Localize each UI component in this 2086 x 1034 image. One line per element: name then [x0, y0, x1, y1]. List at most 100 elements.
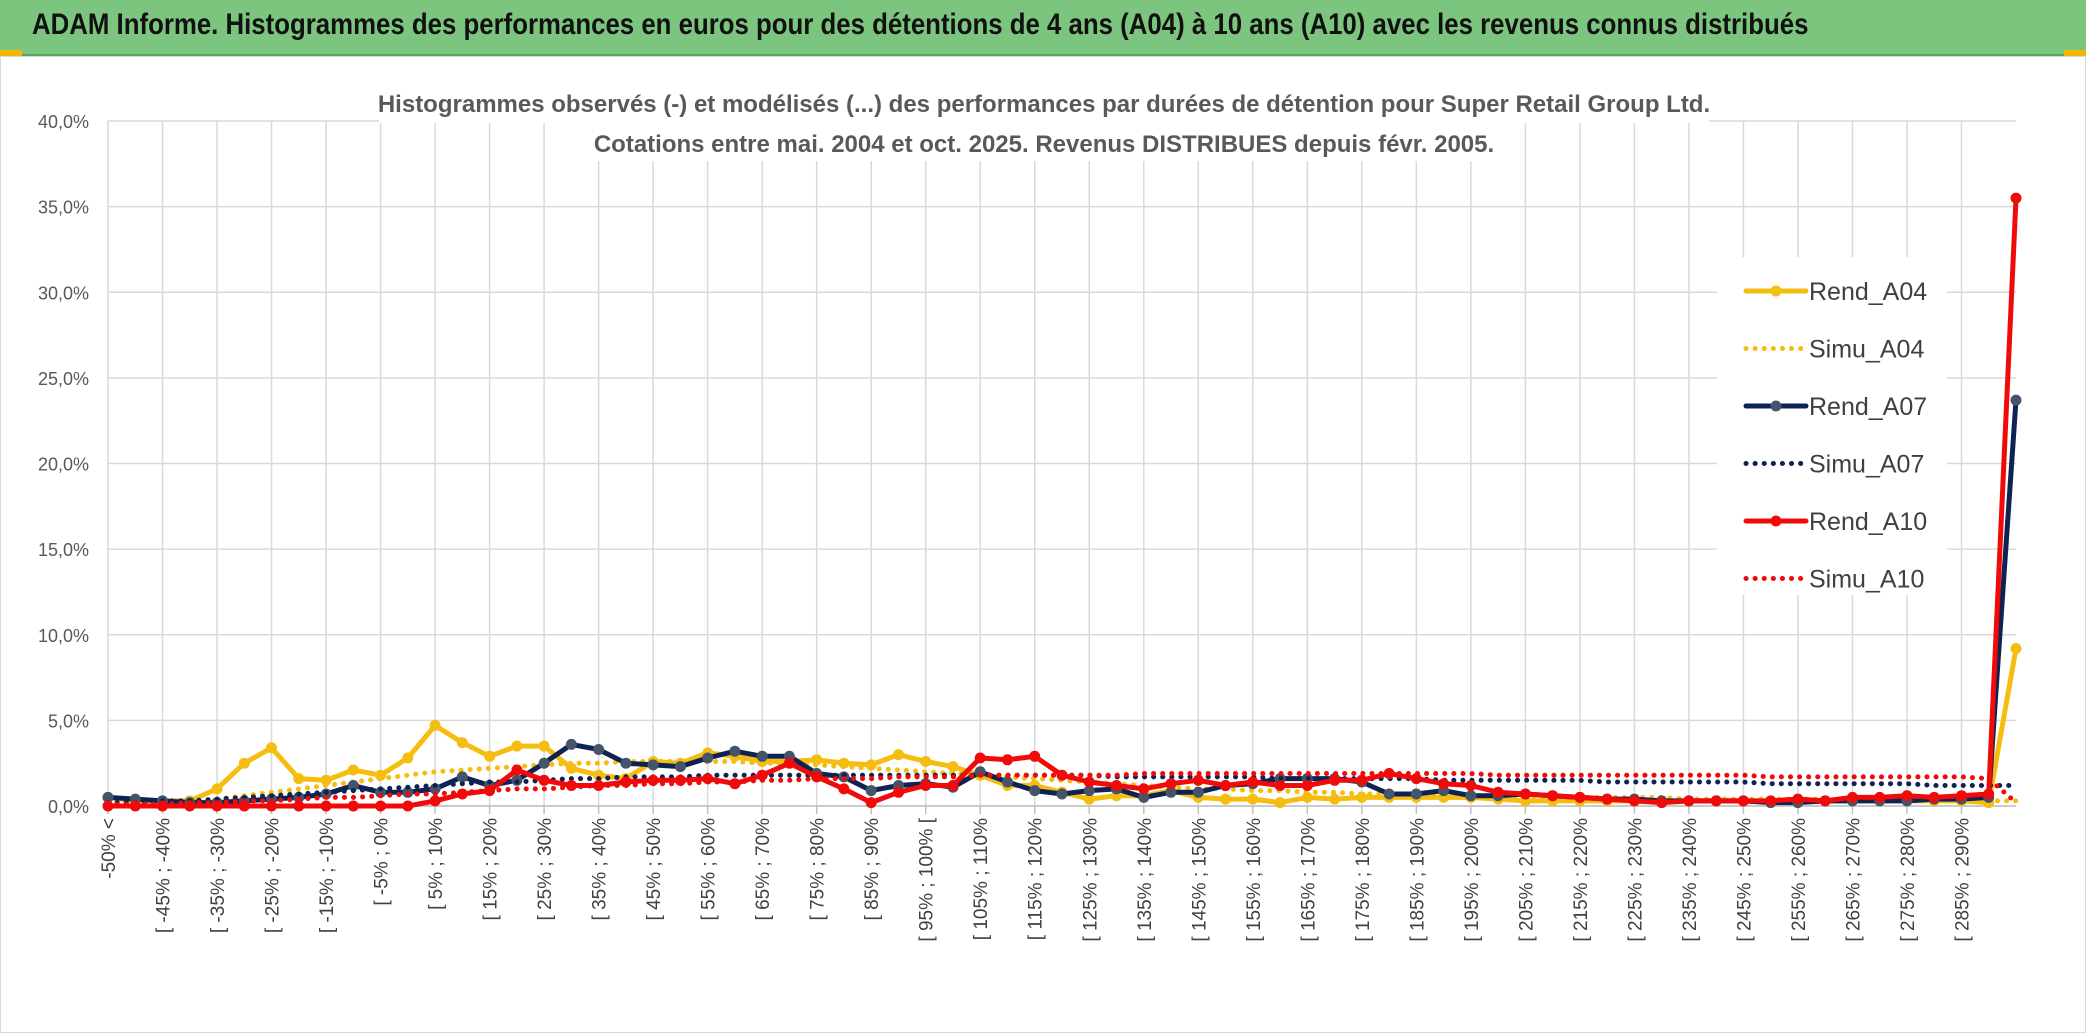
header-bar: ADAM Informe. Histogrammes des performan…	[0, 0, 2086, 56]
data-point-rend-a07	[1165, 786, 1177, 798]
x-tick-label: [ -5% ; 0%	[372, 818, 393, 906]
data-point-rend-a07	[729, 745, 741, 757]
x-tick-label: [ 175% ; 180%	[1353, 818, 1374, 942]
data-point-rend-a07	[674, 761, 686, 773]
data-point-rend-a10	[1274, 780, 1286, 791]
data-point-rend-a10	[1574, 791, 1586, 803]
data-point-rend-a10	[293, 800, 305, 812]
data-point-rend-a07	[1465, 790, 1477, 802]
data-point-rend-a07	[1410, 788, 1422, 800]
data-point-rend-a10	[538, 774, 550, 786]
x-tick-label: [ 95% ; 100% [	[917, 817, 938, 941]
series-line-simu-a10	[105, 771, 2019, 807]
y-axis-ticks: 0,0% 5,0% 10,0% 15,0% 20,0% 25,0% 30,0% 35,0% 40…	[38, 112, 89, 817]
data-point-rend-a10	[1138, 783, 1150, 795]
data-point-rend-a10	[920, 780, 932, 791]
x-tick-label: [ 205% ; 210%	[1516, 818, 1537, 942]
data-point-rend-a10	[1547, 790, 1559, 802]
data-point-rend-a07	[702, 752, 714, 764]
data-point-rend-a04	[1301, 791, 1313, 803]
x-tick-label: [ 45% ; 50%	[644, 818, 665, 921]
data-point-rend-a04	[347, 764, 359, 776]
data-point-rend-a10	[1247, 776, 1259, 788]
data-point-rend-a07	[756, 750, 768, 762]
x-tick-label: [ 125% ; 130%	[1080, 818, 1101, 942]
x-tick-label: [ 235% ; 240%	[1680, 818, 1701, 942]
x-tick-label: [ 275% ; 280%	[1898, 818, 1919, 942]
data-point-rend-a07	[565, 738, 577, 750]
data-point-rend-a10	[1519, 788, 1531, 800]
x-tick-label: [ 65% ; 70%	[753, 818, 774, 921]
data-point-rend-a10	[1601, 793, 1613, 805]
x-tick-label: [ 215% ; 220%	[1571, 818, 1592, 942]
data-point-rend-a04	[1274, 797, 1286, 809]
x-tick-label: [ 15% ; 20%	[481, 818, 502, 921]
data-point-rend-a07	[102, 791, 114, 803]
data-point-rend-a10	[1874, 791, 1886, 803]
y-tick-label: 30,0%	[38, 283, 89, 303]
y-tick-label: 15,0%	[38, 540, 89, 560]
x-tick-label: [ 255% ; 260%	[1789, 818, 1810, 942]
data-point-rend-a10	[1819, 795, 1831, 807]
data-point-rend-a07	[1056, 788, 1068, 800]
legend-label-rend-a07: Rend_A07	[1809, 393, 1927, 421]
data-point-rend-a04	[538, 740, 550, 752]
data-point-rend-a04	[266, 742, 277, 754]
y-tick-label: 40,0%	[38, 112, 89, 132]
legend-marker-rend-a04	[1770, 285, 1782, 297]
data-point-rend-a10	[429, 795, 441, 807]
x-tick-label: [ 105% ; 110%	[971, 818, 992, 940]
x-tick-label: [ 25% ; 30%	[535, 818, 556, 921]
x-tick-label: [ 265% ; 270%	[1843, 818, 1864, 942]
y-tick-label: 5,0%	[48, 711, 89, 731]
x-tick-label: [ 225% ; 230%	[1625, 818, 1646, 942]
data-point-rend-a04	[484, 750, 496, 762]
x-tick-label: [ 195% ; 200%	[1462, 818, 1483, 942]
data-point-rend-a10	[1710, 795, 1722, 807]
data-point-rend-a10	[2010, 192, 2022, 204]
x-tick-label: [ -15% ; -10%	[317, 818, 338, 933]
chart-frame: 0,0% 5,0% 10,0% 15,0% 20,0% 25,0% 30,0% 35,0% 40…	[0, 56, 2086, 1033]
page-title: ADAM Informe. Histogrammes des performan…	[32, 8, 1809, 41]
data-point-rend-a10	[1192, 774, 1204, 786]
x-tick-label: [ 35% ; 40%	[590, 818, 611, 921]
legend-label-simu-a04: Simu_A04	[1809, 336, 1924, 364]
data-point-rend-a04	[593, 769, 605, 781]
data-point-rend-a07	[538, 757, 550, 769]
data-point-rend-a10	[1847, 791, 1858, 803]
corner-accent-right	[2064, 50, 2086, 56]
x-tick-label: [ 285% ; 290%	[1952, 818, 1973, 942]
data-point-rend-a04	[511, 740, 523, 752]
x-tick-label: [ 185% ; 190%	[1407, 818, 1428, 942]
x-tick-label: [ 75% ; 80%	[808, 818, 829, 921]
data-point-rend-a10	[1111, 780, 1122, 791]
data-point-rend-a04	[402, 752, 414, 764]
legend: Rend_A04 Simu_A04 Rend_A07 Simu_A07 Rend_A10…	[1717, 257, 1947, 595]
data-point-rend-a07	[429, 783, 441, 795]
data-point-rend-a10	[1083, 776, 1095, 788]
x-tick-label: [ 85% ; 90%	[862, 818, 883, 921]
y-tick-label: 35,0%	[38, 198, 89, 218]
data-point-rend-a04	[320, 774, 332, 786]
data-point-rend-a10	[375, 800, 387, 812]
data-point-rend-a04	[565, 762, 577, 774]
data-point-rend-a10	[865, 797, 877, 809]
data-point-rend-a10	[1410, 773, 1422, 785]
legend-label-rend-a10: Rend_A10	[1809, 508, 1927, 536]
data-point-rend-a10	[402, 800, 414, 812]
data-point-rend-a07	[647, 759, 659, 771]
data-point-rend-a04	[947, 761, 959, 773]
data-point-rend-a07	[593, 744, 605, 755]
y-tick-label: 0,0%	[48, 797, 89, 817]
data-point-rend-a04	[811, 754, 823, 766]
data-point-rend-a10	[1956, 790, 1967, 802]
data-point-rend-a04	[1247, 793, 1259, 805]
data-point-rend-a10	[1492, 786, 1504, 798]
data-point-rend-a04	[1220, 793, 1231, 805]
data-point-rend-a10	[1329, 774, 1341, 786]
data-point-rend-a10	[838, 783, 850, 795]
data-point-rend-a10	[1683, 795, 1695, 807]
y-tick-label: 10,0%	[38, 626, 89, 646]
data-point-rend-a07	[1029, 785, 1041, 797]
data-point-rend-a04	[920, 756, 932, 767]
